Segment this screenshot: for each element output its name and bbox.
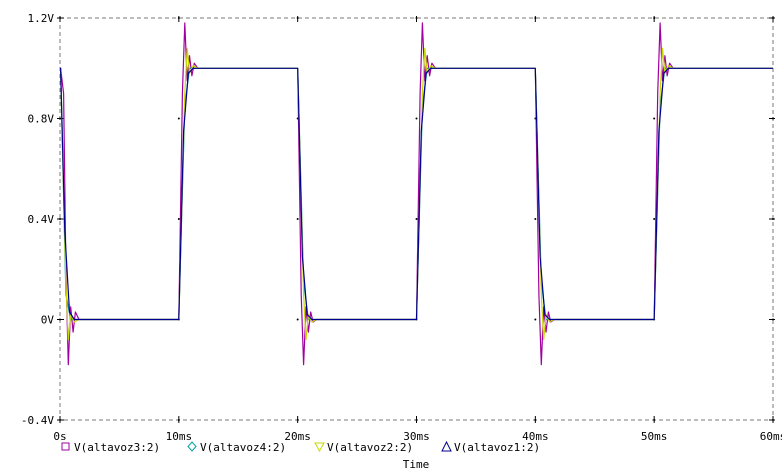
x-axis-label: Time	[403, 458, 430, 470]
series-lines	[59, 22, 773, 366]
grid-dot-3-3	[415, 117, 418, 120]
legend-label: V(altavoz1:2)	[454, 441, 540, 454]
y-tick-label: 0.4V	[28, 213, 55, 226]
y-tick-label: 0.8V	[28, 113, 55, 126]
x-tick-label: 40ms	[522, 430, 549, 443]
x-tick-label: 20ms	[284, 430, 311, 443]
x-tick-label: 10ms	[166, 430, 193, 443]
x-tick-label: 60ms	[760, 430, 782, 443]
grid-dot-4-2	[534, 218, 537, 220]
x-tick-label: 30ms	[403, 430, 430, 443]
grid-dot-5-3	[653, 117, 656, 120]
y-tick-label: 1.2V	[28, 12, 55, 25]
y-tick-label: 0V	[41, 314, 55, 327]
legend-marker-triangle-down	[314, 442, 325, 453]
grid-dot-2-2	[296, 218, 299, 220]
legend-marker-square	[61, 442, 70, 451]
legend: V(altavoz3:2) V(altavoz4:2) V(altavoz2:2) V…	[61, 440, 540, 454]
grid-dot-3-2	[415, 218, 418, 220]
series-line-4	[59, 67, 773, 321]
grid-dot-1-3	[177, 117, 180, 120]
axis-ticks: -0.4V 0V 0.4V 0.8V 1.2V 0s 10ms 20ms 30ms 40ms 50m…	[21, 12, 782, 443]
grid-dot-4-1	[534, 318, 537, 321]
legend-marker-diamond	[187, 441, 197, 452]
grid-dot-5-2	[653, 218, 656, 220]
legend-label: V(altavoz4:2)	[200, 441, 286, 454]
y-tick-label: -0.4V	[21, 414, 54, 427]
legend-label: V(altavoz2:2)	[327, 441, 413, 454]
x-tick-label: 0s	[53, 430, 66, 443]
grid-dots	[59, 17, 774, 421]
grid-dot-2-1	[296, 318, 299, 321]
grid-dot-1-2	[177, 218, 180, 220]
x-tick-label: 50ms	[641, 430, 668, 443]
legend-label: V(altavoz3:2)	[74, 441, 160, 454]
legend-marker-triangle-up	[441, 440, 452, 452]
